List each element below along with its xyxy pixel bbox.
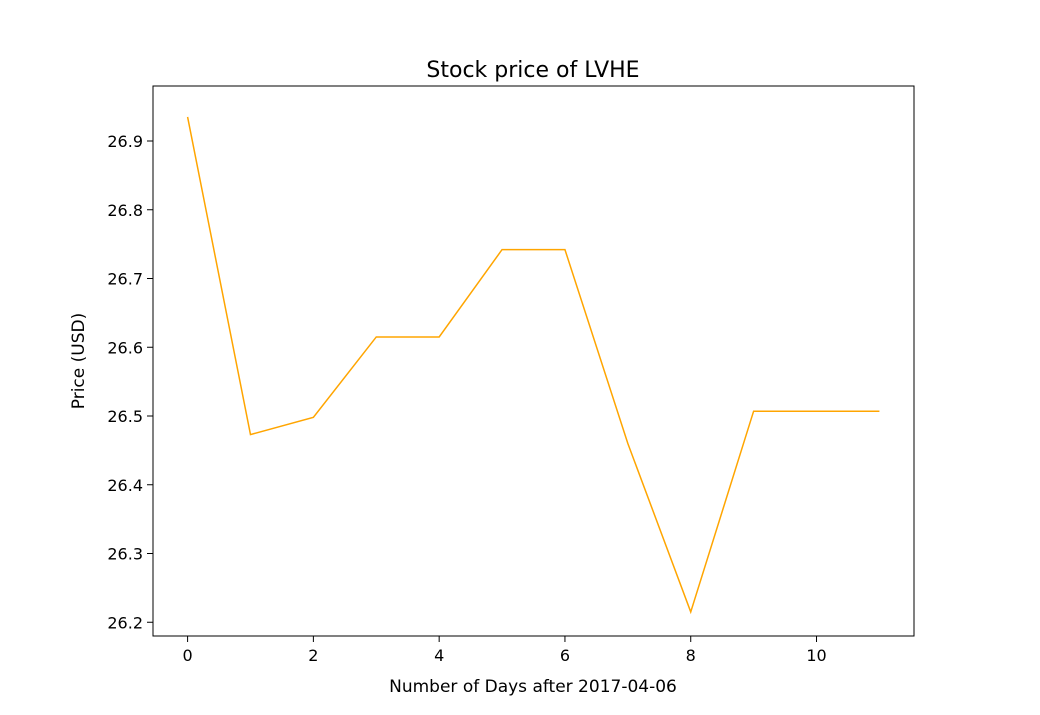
y-tick-label: 26.6: [107, 338, 143, 357]
x-tick-label: 0: [182, 646, 192, 665]
y-tick-label: 26.4: [107, 476, 143, 495]
y-tick-label: 26.3: [107, 545, 143, 564]
y-tick-label: 26.7: [107, 270, 143, 289]
y-axis-label: Price (USD): [69, 313, 89, 409]
chart-title: Stock price of LVHE: [426, 58, 639, 83]
y-tick-label: 26.8: [107, 201, 143, 220]
x-tick-label: 10: [806, 646, 826, 665]
y-tick-label: 26.5: [107, 407, 143, 426]
x-axis-label: Number of Days after 2017-04-06: [389, 677, 677, 697]
y-tick-label: 26.2: [107, 613, 143, 632]
x-tick-label: 8: [686, 646, 696, 665]
x-tick-label: 2: [308, 646, 318, 665]
x-tick-label: 6: [560, 646, 570, 665]
x-tick-label: 4: [434, 646, 444, 665]
y-tick-label: 26.9: [107, 132, 143, 151]
